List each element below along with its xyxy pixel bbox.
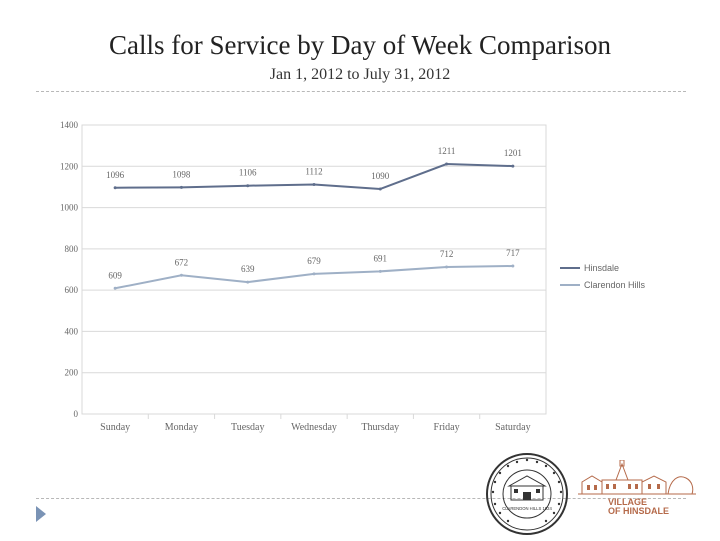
legend-label: Hinsdale [584,263,619,273]
data-point [113,186,117,190]
chart-canvas: 0 200 400 600 800 1000 1200 1400 Sunday Monday Tue… [60,120,646,433]
page-title: Calls for Service by Day of Week Compari… [109,30,611,60]
data-label: 712 [440,249,454,259]
seal-text: CLARENDON HILLS 1924 [502,506,552,511]
clarendon-hills-seal-logo: CLARENDON HILLS 1924 [485,452,569,536]
data-point [179,273,183,277]
y-tick-label: 600 [65,285,79,295]
data-label: 1096 [106,170,125,180]
data-label: 672 [175,257,189,267]
data-point [511,164,515,168]
x-tick-label: Tuesday [231,422,265,433]
village-of-hinsdale-logo: VILLAGE OF HINSDALE [578,459,698,524]
data-point [378,187,382,191]
data-point [378,269,382,273]
line-chart: 0 200 400 600 800 1000 1200 1400 Sunday Monday Tue… [40,110,680,440]
y-tick-label: 800 [65,244,79,254]
data-point [113,286,117,290]
y-tick-label: 1200 [60,161,79,171]
data-point [511,264,515,268]
data-label: 691 [374,253,388,263]
data-label: 1201 [504,148,522,158]
data-label: 1098 [172,169,191,179]
data-point [179,185,183,189]
data-point [312,272,316,276]
data-point [246,184,250,188]
x-tick-label: Sunday [100,422,130,433]
legend-label: Clarendon Hills [584,280,646,290]
x-tick-label: Wednesday [291,422,337,433]
data-label: 679 [307,256,321,266]
y-tick-label: 1400 [60,120,79,130]
data-point [312,182,316,186]
data-point [246,280,250,284]
x-tick-label: Saturday [495,422,531,433]
logo-line-village: VILLAGE [608,497,648,507]
y-tick-label: 400 [65,326,79,336]
data-label: 1090 [371,171,390,181]
data-label: 1106 [239,168,257,178]
data-label: 1112 [305,166,322,176]
play-icon[interactable] [36,506,46,522]
bottom-divider [36,498,686,499]
top-divider [36,91,686,92]
y-tick-label: 200 [65,368,79,378]
y-tick-label: 0 [74,409,79,419]
x-tick-label: Thursday [361,422,399,433]
x-tick-label: Monday [165,422,198,433]
series-line-1 [114,264,513,290]
data-label: 639 [241,264,255,274]
data-point [445,265,449,269]
x-tick-label: Friday [434,422,460,433]
data-point [445,162,449,166]
data-label: 717 [506,248,520,258]
y-tick-label: 1000 [60,203,79,213]
data-label: 1211 [438,146,456,156]
logo-line-hinsdale: OF HINSDALE [608,506,670,516]
data-label: 609 [108,270,122,280]
page-subtitle: Jan 1, 2012 to July 31, 2012 [269,66,451,83]
